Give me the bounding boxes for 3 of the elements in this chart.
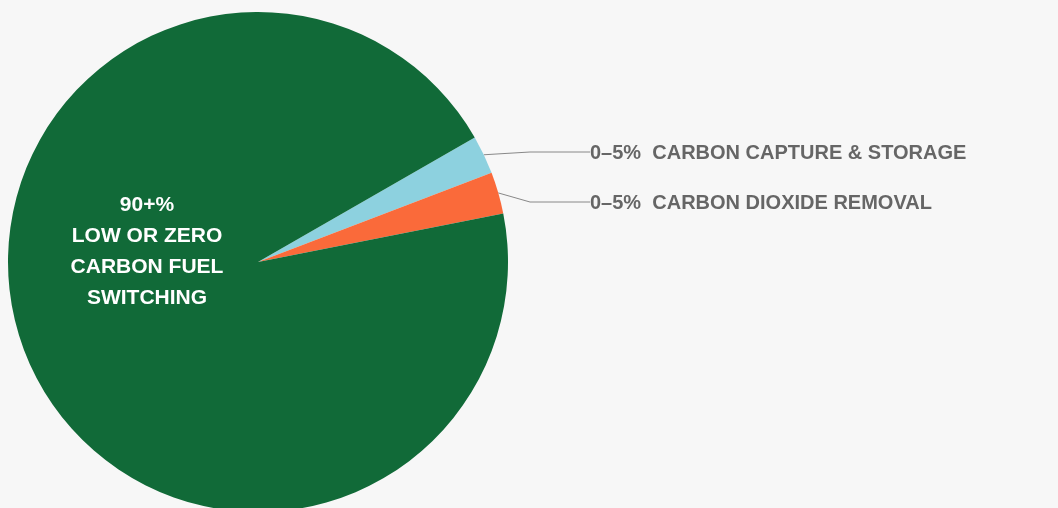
slice-label: 0–5% CARBON CAPTURE & STORAGE bbox=[590, 141, 967, 163]
slice-label: 90+% LOW OR ZERO CARBON FUEL SWITCHING bbox=[70, 192, 224, 308]
slice-label: 0–5% CARBON DIOXIDE REMOVAL bbox=[590, 191, 932, 213]
